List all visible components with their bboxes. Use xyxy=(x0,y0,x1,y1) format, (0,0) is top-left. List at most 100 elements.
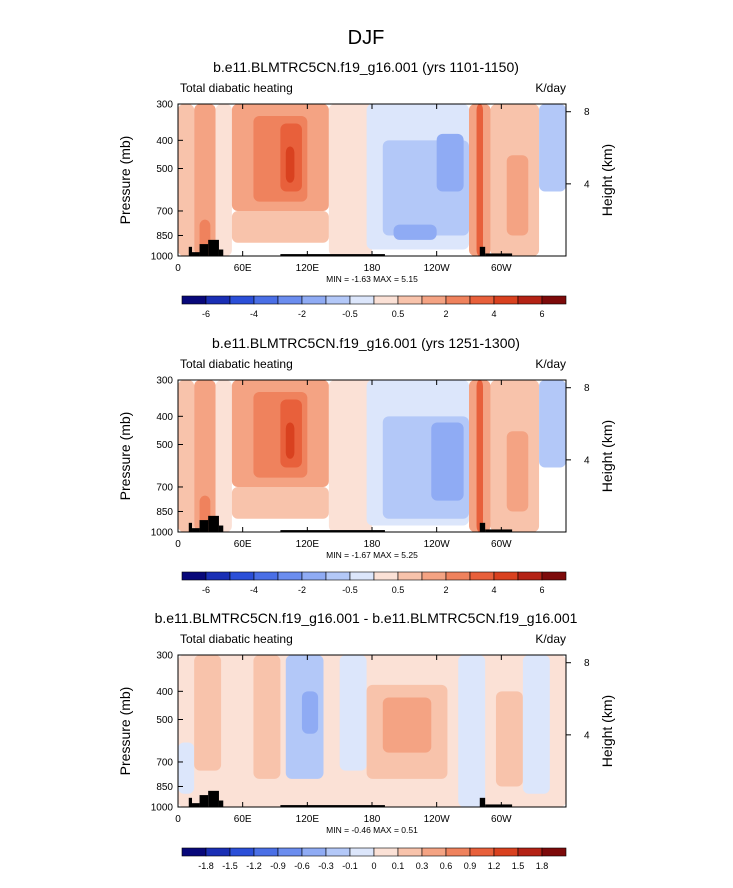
x-tick-label: 60W xyxy=(491,263,512,274)
chart-panel-1: b.e11.BLMTRC5CN.f19_g16.001 (yrs 1101-11… xyxy=(117,59,615,319)
land-mask xyxy=(280,805,385,807)
field-cell xyxy=(285,422,295,459)
height-tick-label: 8 xyxy=(584,107,590,118)
colorbar-label: 1.5 xyxy=(512,861,525,871)
field-cell xyxy=(495,691,523,787)
colorbar-swatch xyxy=(397,295,423,305)
field-cell xyxy=(301,691,319,734)
colorbar-swatch xyxy=(253,571,279,581)
field-cell xyxy=(382,697,432,753)
y-tick-label: 850 xyxy=(156,231,173,242)
colorbar-swatch xyxy=(421,295,447,305)
panel-left-label: Total diabatic heating xyxy=(180,357,293,371)
y-axis-title-right: Height (km) xyxy=(599,695,615,767)
y-tick-label: 300 xyxy=(156,651,173,662)
field-cell xyxy=(339,655,367,771)
field-cell xyxy=(476,104,484,256)
x-tick-label: 0 xyxy=(175,539,181,550)
colorbar-swatch xyxy=(445,295,471,305)
x-tick-label: 180 xyxy=(364,539,381,550)
colorbar-label: 1.8 xyxy=(536,861,549,871)
field-cell xyxy=(199,219,211,250)
colorbar-swatch xyxy=(181,571,207,581)
colorbar-label: 6 xyxy=(539,309,544,319)
field-cell xyxy=(194,104,216,256)
min-max-readout: MIN = -1.63 MAX = 5.15 xyxy=(326,274,418,284)
height-tick-label: 8 xyxy=(584,658,590,669)
min-max-readout: MIN = -1.67 MAX = 5.25 xyxy=(326,550,418,560)
colorbar-swatch xyxy=(325,847,351,857)
colorbar-label: -6 xyxy=(202,585,210,595)
colorbar-swatch xyxy=(373,295,399,305)
land-mask xyxy=(479,797,486,807)
x-tick-label: 60E xyxy=(234,539,252,550)
colorbar-label: 0.5 xyxy=(392,309,405,319)
colorbar-swatch xyxy=(493,295,519,305)
colorbar-swatch xyxy=(205,847,231,857)
field-cell xyxy=(231,210,329,243)
y-tick-label: 400 xyxy=(156,136,173,147)
colorbar-swatch xyxy=(421,847,447,857)
land-mask xyxy=(208,790,219,807)
y-tick-label: 700 xyxy=(156,206,173,217)
colorbar-label: 0.5 xyxy=(392,585,405,595)
land-mask xyxy=(199,795,209,807)
y-axis-title: Pressure (mb) xyxy=(117,687,133,776)
x-tick-label: 0 xyxy=(175,263,181,274)
colorbar-label: 2 xyxy=(443,585,448,595)
colorbar-label: 2 xyxy=(443,309,448,319)
colorbar-swatch xyxy=(373,571,399,581)
panel-title: b.e11.BLMTRC5CN.f19_g16.001 (yrs 1101-11… xyxy=(213,59,519,75)
colorbar-label: -0.1 xyxy=(342,861,358,871)
colorbar-swatch xyxy=(277,295,303,305)
y-tick-label: 850 xyxy=(156,782,173,793)
colorbar-swatch xyxy=(325,571,351,581)
colorbar-swatch xyxy=(325,295,351,305)
x-tick-label: 180 xyxy=(364,814,381,825)
x-tick-label: 60W xyxy=(491,814,512,825)
land-mask xyxy=(192,252,200,256)
panel-left-label: Total diabatic heating xyxy=(180,632,293,646)
y-tick-label: 1000 xyxy=(151,528,174,539)
panel-units: K/day xyxy=(535,632,566,646)
colorbar-label: 1.2 xyxy=(488,861,501,871)
colorbar-swatch xyxy=(301,847,327,857)
land-mask xyxy=(192,803,200,807)
land-mask xyxy=(485,804,513,807)
colorbar-swatch xyxy=(229,295,255,305)
colorbar-swatch xyxy=(253,295,279,305)
colorbar-label: 4 xyxy=(491,309,496,319)
colorbar-swatch xyxy=(349,847,375,857)
field-cell xyxy=(506,155,529,236)
x-tick-label: 0 xyxy=(175,814,181,825)
colorbar-swatch xyxy=(205,571,231,581)
colorbar-swatch xyxy=(445,847,471,857)
colorbar-swatch xyxy=(277,847,303,857)
colorbar-label: -0.5 xyxy=(342,585,358,595)
colorbar-swatch xyxy=(421,571,447,581)
colorbar-swatch xyxy=(229,571,255,581)
y-tick-label: 700 xyxy=(156,482,173,493)
land-mask xyxy=(208,515,219,532)
land-mask xyxy=(218,525,224,532)
colorbar-label: 0.3 xyxy=(416,861,429,871)
colorbar-label: 0.9 xyxy=(464,861,477,871)
colorbar-label: -4 xyxy=(250,309,258,319)
colorbar-swatch xyxy=(541,571,567,581)
field-cell xyxy=(194,380,216,532)
field-cell xyxy=(431,422,464,501)
y-tick-label: 850 xyxy=(156,507,173,518)
land-mask xyxy=(208,239,219,256)
land-mask xyxy=(188,797,193,807)
x-tick-label: 120W xyxy=(424,814,451,825)
y-tick-label: 500 xyxy=(156,715,173,726)
y-tick-label: 300 xyxy=(156,100,173,111)
y-tick-label: 400 xyxy=(156,687,173,698)
colorbar-swatch xyxy=(397,847,423,857)
height-tick-label: 4 xyxy=(584,730,590,741)
colorbar-swatch xyxy=(349,571,375,581)
colorbar-swatch xyxy=(349,295,375,305)
colorbar-label: -2 xyxy=(298,585,306,595)
x-tick-label: 120E xyxy=(296,539,320,550)
